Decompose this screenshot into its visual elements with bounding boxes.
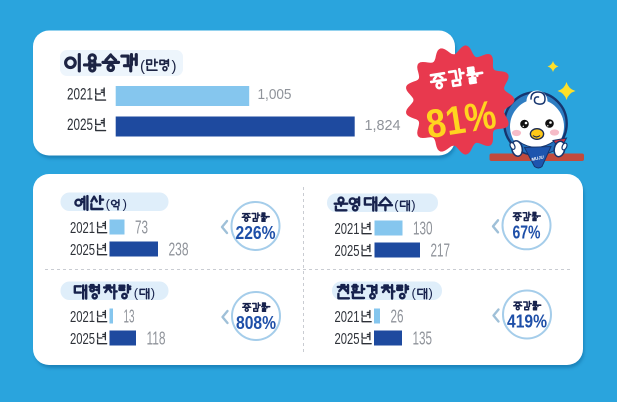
svg-text:73: 73 <box>135 218 148 238</box>
svg-text:118: 118 <box>147 329 166 349</box>
svg-text:135: 135 <box>413 329 433 349</box>
svg-text:(: ( <box>140 58 145 75</box>
svg-text:13: 13 <box>124 307 135 327</box>
svg-text:): ) <box>411 198 415 213</box>
svg-text:808%: 808% <box>236 313 276 333</box>
svg-text:): ) <box>429 286 433 301</box>
svg-text:1,005: 1,005 <box>258 86 292 103</box>
svg-text:226%: 226% <box>236 223 276 243</box>
svg-text:67%: 67% <box>513 222 541 242</box>
svg-text:): ) <box>123 197 127 212</box>
svg-text:2021: 2021 <box>335 309 360 326</box>
svg-text:1,824: 1,824 <box>365 117 401 134</box>
svg-text:130: 130 <box>413 219 433 239</box>
svg-text:2025: 2025 <box>67 116 93 134</box>
svg-text:2025: 2025 <box>335 331 360 348</box>
svg-text:81%: 81% <box>423 93 499 147</box>
svg-text:2021: 2021 <box>70 220 95 237</box>
svg-text:26: 26 <box>391 307 404 327</box>
svg-text:2021: 2021 <box>335 221 360 238</box>
svg-text:217: 217 <box>431 241 451 261</box>
svg-text:(: ( <box>134 286 139 301</box>
svg-text:): ) <box>172 58 177 75</box>
svg-text:): ) <box>151 286 155 301</box>
svg-text:419%: 419% <box>507 312 547 332</box>
svg-text:(: ( <box>394 198 399 213</box>
svg-text:2025: 2025 <box>70 331 95 348</box>
svg-text:2021: 2021 <box>67 86 93 104</box>
svg-text:2021: 2021 <box>70 309 95 326</box>
svg-text:2025: 2025 <box>70 242 95 259</box>
svg-text:2025: 2025 <box>335 243 360 260</box>
svg-text:(: ( <box>412 286 417 301</box>
svg-text:238: 238 <box>169 240 189 260</box>
svg-text:MUJU: MUJU <box>531 154 545 162</box>
svg-text:(: ( <box>106 197 111 212</box>
